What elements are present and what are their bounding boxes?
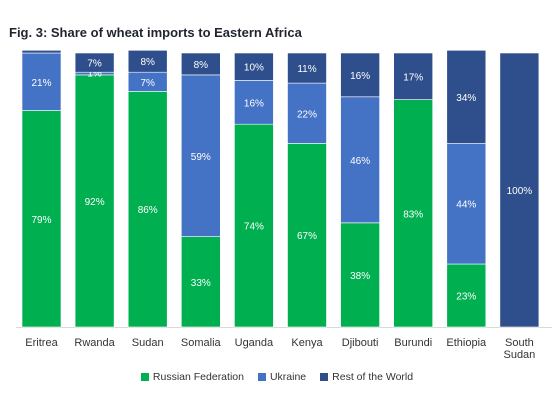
bar-segment-djibouti-rest-of-the-world [340,52,380,98]
data-label-sudan-rest-of-the-world: 8% [140,57,155,68]
bar-segment-uganda-russian-federation [234,123,274,328]
bar-segment-somalia-rest-of-the-world [181,52,221,76]
category-label-ethiopia: Ethiopia [446,337,487,349]
data-label-rwanda-russian-federation: 92% [85,197,105,208]
chart-title: Fig. 3: Share of wheat imports to Easter… [9,25,302,40]
data-label-djibouti-rest-of-the-world: 16% [350,71,370,82]
bar-segment-somalia-ukraine [181,74,221,237]
category-label-djibouti: Djibouti [342,337,379,349]
data-label-djibouti-russian-federation: 38% [350,271,370,282]
data-label-rwanda-ukraine: 1% [87,69,102,80]
bar-segment-ethiopia-ukraine [446,143,487,265]
data-label-sudan-ukraine: 7% [140,78,155,89]
category-label-uganda: Uganda [235,337,274,349]
bar-segment-kenya-rest-of-the-world [287,52,327,84]
data-label-somalia-ukraine: 59% [191,152,211,163]
category-labels: Eritrea Rwanda Sudan Somalia Uganda Kenya Djib… [25,337,535,361]
category-label-sudan: Sudan [132,337,164,349]
data-label-ethiopia-ukraine: 44% [456,200,476,211]
bar-segment-eritrea-rest-of-the-world [21,49,62,54]
bar-segment-burundi-rest-of-the-world [393,52,434,100]
legend-label-russian-federation: Russian Federation [152,371,244,383]
data-label-burundi-rest-of-the-world: 17% [403,72,423,83]
bar-segment-djibouti-russian-federation [340,222,380,328]
data-label-sudan-russian-federation: 86% [138,205,158,216]
legend-label-ukraine: Ukraine [269,371,307,383]
data-label-kenya-rest-of-the-world: 11% [297,64,316,75]
bars-group: 79%21%92%1%7%86%7%8%33%59%8%74%16%10%67%… [21,49,540,328]
bar-segment-kenya-ukraine [287,82,327,144]
legend-item-rest-of-the-world: Rest of the World [320,371,413,383]
legend-item-russian-federation: Russian Federation [140,371,244,383]
data-label-rwanda-rest-of-the-world: 7% [87,59,102,70]
category-label-south-sudan: South Sudan [503,337,535,361]
bar-segment-ethiopia-russian-federation [446,263,487,328]
category-label-eritrea: Eritrea [25,337,58,349]
category-label-burundi: Burundi [394,337,432,349]
bar-segment-rwanda-rest-of-the-world [74,52,115,73]
bar-segment-uganda-ukraine [234,80,274,125]
data-label-kenya-russian-federation: 67% [297,231,317,242]
data-label-uganda-russian-federation: 74% [244,222,264,233]
data-label-uganda-rest-of-the-world: 10% [244,63,264,74]
legend-label-rest-of-the-world: Rest of the World [332,371,414,383]
legend-item-ukraine: Ukraine [257,371,307,383]
data-label-uganda-ukraine: 16% [244,98,264,109]
bar-segment-ethiopia-rest-of-the-world [446,49,487,144]
data-label-south-sudan-rest-of-the-world: 100% [507,186,533,197]
legend-swatch-russian-federation [140,373,149,381]
bar-segment-eritrea-russian-federation [21,110,62,328]
data-label-ethiopia-russian-federation: 23% [456,292,476,303]
data-label-eritrea-russian-federation: 79% [31,215,51,226]
data-label-eritrea-ukraine: 21% [31,78,51,89]
legend: Russian Federation Ukraine Rest of the Wor… [0,371,554,383]
bar-segment-eritrea-ukraine [21,52,62,111]
bar-segment-south-sudan-rest-of-the-world [499,52,540,328]
data-label-somalia-russian-federation: 33% [191,278,211,289]
bar-segment-uganda-rest-of-the-world [234,52,274,81]
data-label-somalia-rest-of-the-world: 8% [194,60,209,71]
category-label-kenya: Kenya [291,337,323,349]
bar-segment-kenya-russian-federation [287,143,327,328]
category-label-somalia: Somalia [181,337,222,349]
bar-segment-burundi-russian-federation [393,99,434,328]
bar-segment-rwanda-russian-federation [74,74,115,328]
data-label-ethiopia-rest-of-the-world: 34% [456,93,476,104]
legend-swatch-rest-of-the-world [320,373,329,381]
data-label-kenya-ukraine: 22% [297,109,317,120]
data-label-djibouti-ukraine: 46% [350,156,370,167]
category-label-rwanda: Rwanda [74,337,115,349]
bar-segment-somalia-russian-federation [181,236,221,328]
bar-segment-sudan-rest-of-the-world [127,49,168,73]
legend-swatch-ukraine [257,373,266,381]
data-label-burundi-russian-federation: 83% [403,209,423,220]
